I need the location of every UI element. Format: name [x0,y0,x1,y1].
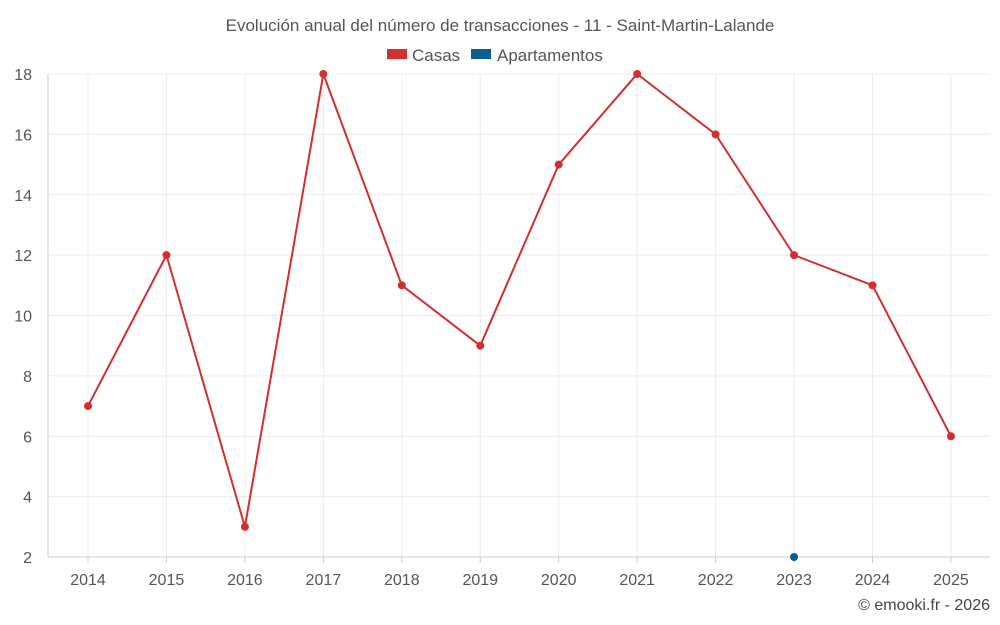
y-tick-label: 12 [14,248,32,265]
y-tick-label: 10 [14,309,32,326]
y-tick-label: 8 [23,369,32,386]
data-point-casas-2024[interactable]: Casas 2024: 11 [868,281,877,290]
x-tick-label: 2022 [698,572,734,589]
data-point-casas-2021[interactable]: Casas 2021: 18 [633,70,642,78]
data-point-casas-2015[interactable]: Casas 2015: 12 [162,251,171,260]
legend-item-apartamentos[interactable]: Apartamentos [471,46,603,65]
y-tick-label: 18 [14,67,32,84]
x-tick-label: 2016 [227,572,263,589]
data-point-casas-2016[interactable]: Casas 2016: 3 [240,522,249,531]
legend-item-casas[interactable]: Casas [387,46,460,65]
data-point-casas-2020[interactable]: Casas 2020: 15 [554,160,563,169]
y-tick-label: 14 [14,188,32,205]
x-tick-label: 2017 [306,572,342,589]
legend: Casas Apartamentos [387,46,603,65]
x-tick-label: 2015 [149,572,185,589]
data-point-casas-2022[interactable]: Casas 2022: 16 [711,130,720,139]
series-group: Casas 2014: 7 Casas 2015: 12 Casas 2016: 3… [84,70,955,561]
series-line-casas [87,73,952,528]
y-axis-ticks: 2 4 6 8 10 12 14 16 18 [14,67,32,567]
x-tick-label: 2019 [462,572,498,589]
x-tick-label: 2014 [70,572,106,589]
x-tick-label: 2025 [933,572,969,589]
data-point-casas-2018[interactable]: Casas 2018: 11 [397,281,406,290]
legend-swatch-apartamentos [471,49,491,59]
y-tick-label: 2 [23,550,32,567]
chart-title: Evolución anual del número de transaccio… [226,16,775,35]
y-tick-label: 6 [23,429,32,446]
axes [47,74,990,558]
legend-swatch-casas [387,49,407,59]
data-point-casas-2014[interactable]: Casas 2014: 7 [84,402,92,411]
legend-label-casas: Casas [412,46,460,65]
credit-text: © emooki.fr - 2026 [858,597,990,614]
y-tick-label: 16 [14,127,32,144]
x-tick-label: 2023 [776,572,812,589]
data-point-casas-2019[interactable]: Casas 2019: 9 [476,341,485,350]
y-tick-label: 4 [23,490,32,507]
x-tick-label: 2018 [384,572,420,589]
legend-label-apartamentos: Apartamentos [497,46,603,65]
x-tick-label: 2021 [619,572,655,589]
grid [48,73,990,557]
data-point-casas-2025[interactable]: Casas 2025: 6 [946,432,955,441]
data-point-apartamentos-2023[interactable]: Apartamentos 2023: 2 [790,553,799,561]
data-point-casas-2023[interactable]: Casas 2023: 12 [790,251,799,260]
x-tick-label: 2024 [855,572,891,589]
x-tick-label: 2020 [541,572,577,589]
x-axis-ticks: 2014 2015 2016 2017 2018 2019 2020 2021 2022 2023… [70,557,969,589]
data-point-casas-2017[interactable]: Casas 2017: 18 [319,70,328,78]
